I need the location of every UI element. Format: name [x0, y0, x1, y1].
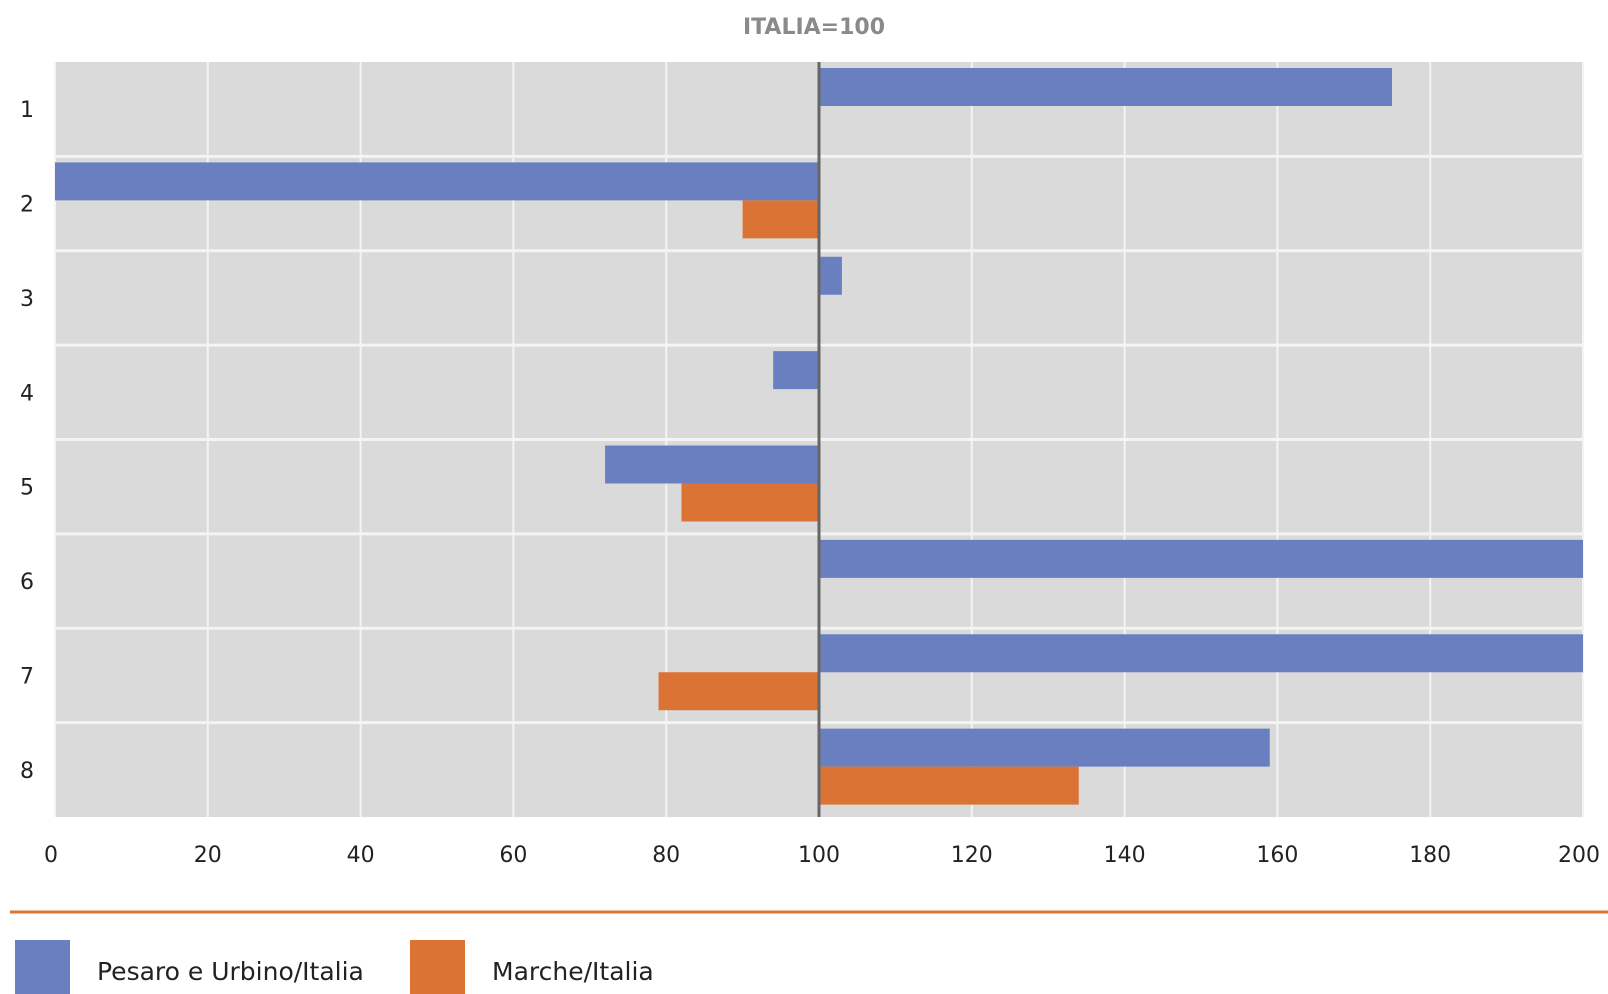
x-tick-label: 0 — [44, 843, 58, 868]
x-tick-label: 120 — [951, 843, 993, 868]
legend-swatch — [410, 940, 465, 994]
category-label: 2 — [20, 193, 34, 218]
x-axis-ticks: 0 20 40 60 80 100 120 140 160 180 200 — [44, 843, 1600, 868]
bars — [55, 68, 1583, 805]
chart-subtitle: ITALIA=100 — [743, 15, 885, 40]
category-label: 3 — [20, 287, 34, 312]
legend-label: Pesaro e Urbino/Italia — [97, 957, 364, 986]
bar-pesaro-urbino-1 — [819, 68, 1392, 106]
category-label: 8 — [20, 759, 34, 784]
bar-pesaro-urbino-5 — [605, 445, 819, 484]
x-tick-label: 180 — [1409, 843, 1451, 868]
bar-pesaro-urbino-8 — [819, 728, 1270, 767]
category-label: 4 — [20, 381, 34, 406]
x-tick-label: 140 — [1104, 843, 1146, 868]
category-label: 6 — [20, 570, 34, 595]
legend: Pesaro e Urbino/Italia Marche/Italia — [15, 940, 654, 994]
x-tick-label: 100 — [798, 843, 840, 868]
legend-swatch — [15, 940, 70, 994]
bar-marche-2 — [742, 200, 819, 239]
legend-label: Marche/Italia — [492, 957, 654, 986]
category-label: 7 — [20, 664, 34, 689]
bar-marche-8 — [819, 766, 1079, 805]
bar-pesaro-urbino-4 — [773, 351, 819, 390]
category-label: 1 — [20, 98, 34, 123]
bar-marche-7 — [658, 672, 819, 711]
x-tick-label: 80 — [652, 843, 680, 868]
bar-pesaro-urbino-6 — [819, 539, 1583, 578]
x-tick-label: 200 — [1558, 843, 1600, 868]
bar-pesaro-urbino-3 — [819, 256, 842, 295]
x-tick-label: 20 — [194, 843, 222, 868]
x-tick-label: 60 — [499, 843, 527, 868]
bar-marche-5 — [681, 483, 819, 522]
category-labels: 1 2 3 4 5 6 7 8 — [20, 98, 34, 784]
x-tick-label: 40 — [347, 843, 375, 868]
category-label: 5 — [20, 476, 34, 501]
bar-pesaro-urbino-2 — [55, 162, 819, 201]
bar-pesaro-urbino-7 — [819, 634, 1583, 673]
x-tick-label: 160 — [1256, 843, 1298, 868]
